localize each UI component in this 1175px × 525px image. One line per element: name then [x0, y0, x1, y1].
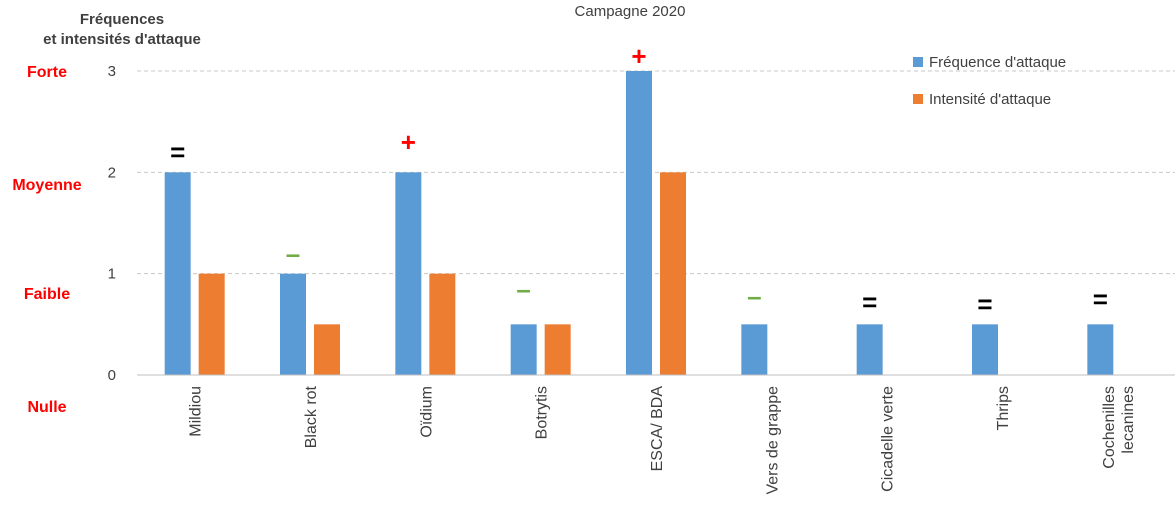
y-axis-title-line: Fréquences — [80, 11, 164, 28]
level-labels: Forte Moyenne Faible Nulle — [12, 64, 81, 416]
bar — [626, 71, 652, 375]
category-label: ESCA/ BDA — [649, 386, 666, 472]
bar — [544, 324, 571, 375]
y-tick-labels: 0 1 2 3 — [108, 63, 116, 384]
category-label: Cochenilles — [1101, 386, 1118, 469]
bar — [280, 273, 306, 375]
bar — [972, 324, 998, 375]
gridlines — [137, 70, 1175, 275]
bar — [856, 324, 883, 375]
trend-mark: = — [1093, 284, 1108, 314]
chart-title: Campagne 2020 — [575, 3, 686, 20]
trend-mark: + — [631, 41, 646, 71]
bar — [164, 172, 191, 375]
bar — [510, 324, 537, 375]
category-label: Oïdium — [418, 386, 435, 438]
trend-mark: = — [170, 137, 185, 167]
category-label: Vers de grappe — [764, 386, 781, 495]
legend: Fréquence d'attaque Intensité d'attaque — [913, 54, 1066, 108]
category-label: Botrytis — [534, 386, 551, 439]
trend-mark: = — [862, 287, 877, 317]
trend-marks: = – + – + – = = = — [170, 41, 1108, 319]
y-axis-title-line: et intensités d'attaque — [43, 31, 201, 48]
trend-mark: = — [977, 289, 992, 319]
category-label: lecanines — [1120, 386, 1137, 454]
category-label: Cicadelle verte — [880, 386, 897, 492]
legend-label: Intensité d'attaque — [929, 91, 1051, 108]
trend-mark: – — [286, 238, 300, 268]
bars — [164, 71, 1114, 375]
bar — [198, 273, 225, 375]
level-label: Nulle — [27, 399, 66, 416]
trend-mark: – — [516, 274, 530, 304]
bar — [660, 172, 686, 375]
bar — [1087, 324, 1114, 375]
trend-mark: – — [747, 281, 761, 311]
y-axis-title: Fréquences et intensités d'attaque — [43, 11, 201, 48]
bar — [395, 172, 422, 375]
level-label: Moyenne — [12, 177, 81, 194]
level-label: Faible — [24, 286, 70, 303]
y-tick-label: 3 — [108, 63, 116, 80]
legend-swatch — [913, 94, 923, 104]
category-label: Thrips — [995, 386, 1012, 430]
bar — [741, 324, 768, 375]
y-tick-label: 0 — [108, 367, 116, 384]
legend-swatch — [913, 57, 923, 67]
y-tick-label: 2 — [108, 164, 116, 181]
y-tick-label: 1 — [108, 266, 116, 283]
category-labels: Mildiou Black rot Oïdium Botrytis ESCA/ BDA V… — [188, 385, 1137, 494]
trend-mark: + — [401, 127, 416, 157]
bar — [429, 273, 456, 375]
category-label: Black rot — [303, 385, 320, 448]
bar — [314, 324, 340, 375]
category-label: Mildiou — [188, 386, 205, 437]
legend-label: Fréquence d'attaque — [929, 54, 1066, 71]
level-label: Forte — [27, 64, 67, 81]
